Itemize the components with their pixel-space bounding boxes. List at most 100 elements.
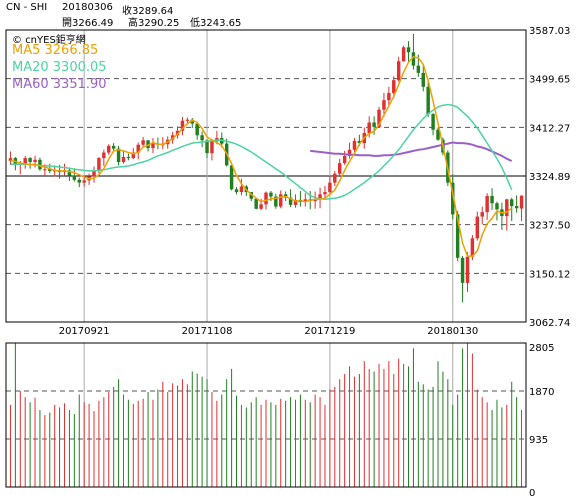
candle-body — [318, 194, 322, 200]
candle-body — [239, 186, 244, 193]
candle-body — [490, 195, 494, 204]
candle-body — [465, 256, 470, 283]
candle-body — [426, 86, 430, 115]
candle-body — [259, 204, 263, 209]
volume-axis-labels: 0 935 1870 2805 — [529, 343, 554, 499]
candle-body — [293, 199, 298, 205]
candle-body — [313, 199, 317, 201]
legend-ma60: MA60 3351.90 — [12, 77, 107, 92]
candle-body — [377, 109, 381, 127]
candle-body — [190, 119, 195, 124]
price-axis-labels: 3587.03 3499.65 3412.27 3324.89 3237.50 3150.… — [529, 26, 570, 329]
candle-body — [254, 198, 258, 209]
candle-body — [411, 52, 416, 66]
candlesticks — [8, 33, 524, 303]
candle-body — [180, 120, 185, 131]
candle-body — [337, 163, 342, 174]
ma5-line — [10, 55, 513, 257]
date-label: 20180306 — [62, 2, 113, 13]
candle-body — [111, 145, 116, 149]
candle-body — [392, 80, 396, 93]
candle-body — [234, 189, 239, 193]
candle-body — [23, 158, 27, 164]
volume-tick-label: 1870 — [529, 387, 554, 398]
logo-text: cnYES鉅亨網 — [25, 35, 86, 46]
candle-body — [92, 170, 96, 177]
candle-body — [485, 195, 489, 213]
candle-body — [342, 155, 347, 164]
date-axis-labels: 20170921 20171108 20171219 20180130 — [59, 326, 478, 337]
candle-body — [288, 197, 293, 205]
candle-body — [82, 180, 86, 183]
price-tick-label: 3587.03 — [529, 26, 570, 37]
candle-body — [274, 196, 278, 207]
date-tick-label: 20171219 — [304, 326, 355, 337]
candle-body — [121, 156, 126, 163]
candle-body — [401, 47, 406, 62]
candle-body — [28, 158, 32, 163]
candle-body — [323, 192, 327, 195]
candle-body — [406, 47, 411, 53]
candle-body — [396, 61, 401, 81]
candle-body — [97, 158, 101, 171]
legend-ma5: MA5 3266.85 — [12, 43, 99, 58]
price-tick-label: 3324.89 — [529, 172, 570, 183]
cnyes-logo: © cnYES鉅亨網 — [12, 31, 86, 46]
candle-body — [279, 194, 283, 207]
candle-body — [136, 144, 140, 153]
volume-tick-label: 2805 — [529, 343, 554, 354]
price-tick-label: 3150.12 — [529, 269, 570, 280]
candle-body — [352, 140, 357, 150]
candle-body — [43, 169, 47, 171]
ma20-line — [10, 103, 513, 201]
legend-ma20: MA20 3300.05 — [12, 60, 107, 75]
date-tick-label: 20171108 — [182, 326, 233, 337]
volume-tick-label: 935 — [529, 435, 548, 446]
candle-body — [200, 135, 204, 141]
volume-tick-label: 0 — [529, 488, 535, 499]
price-panel-frame — [5, 29, 527, 323]
candle-body — [387, 92, 391, 101]
candle-body — [480, 212, 484, 217]
candle-body — [151, 143, 155, 149]
candle-body — [514, 206, 519, 209]
ma60-line — [310, 141, 513, 162]
candle-body — [470, 238, 475, 257]
price-tick-label: 3412.27 — [529, 123, 570, 134]
candle-body — [269, 192, 273, 197]
volume-bars — [9, 343, 523, 487]
candle-body — [367, 122, 371, 134]
copyright-icon: © — [12, 35, 22, 46]
price-tick-label: 3237.50 — [529, 221, 570, 232]
high-label: 高3290.25 — [128, 18, 180, 29]
date-tick-label: 20180130 — [427, 326, 478, 337]
candle-body — [421, 72, 425, 87]
candle-body — [357, 140, 362, 144]
candle-body — [505, 199, 509, 217]
candle-body — [8, 158, 13, 161]
candle-body — [170, 135, 175, 140]
candle-body — [210, 141, 214, 154]
candle-body — [107, 145, 111, 153]
symbol-label: CN - SHI — [6, 2, 48, 13]
candle-body — [519, 195, 524, 209]
candle-body — [303, 199, 308, 203]
candle-body — [33, 159, 37, 163]
candle-body — [77, 179, 81, 183]
candle-body — [185, 119, 190, 121]
low-label: 低3243.65 — [190, 18, 242, 29]
candle-body — [372, 122, 376, 127]
candle-body — [382, 100, 386, 110]
candle-body — [460, 257, 465, 283]
candle-body — [141, 140, 145, 145]
candle-body — [72, 175, 77, 180]
candle-body — [451, 182, 455, 215]
candle-body — [195, 123, 199, 136]
panel-frames — [5, 29, 527, 488]
candle-body — [67, 170, 72, 176]
candle-body — [431, 114, 435, 130]
candle-body — [333, 173, 337, 183]
candle-body — [126, 156, 131, 159]
date-tick-label: 20170921 — [59, 326, 110, 337]
